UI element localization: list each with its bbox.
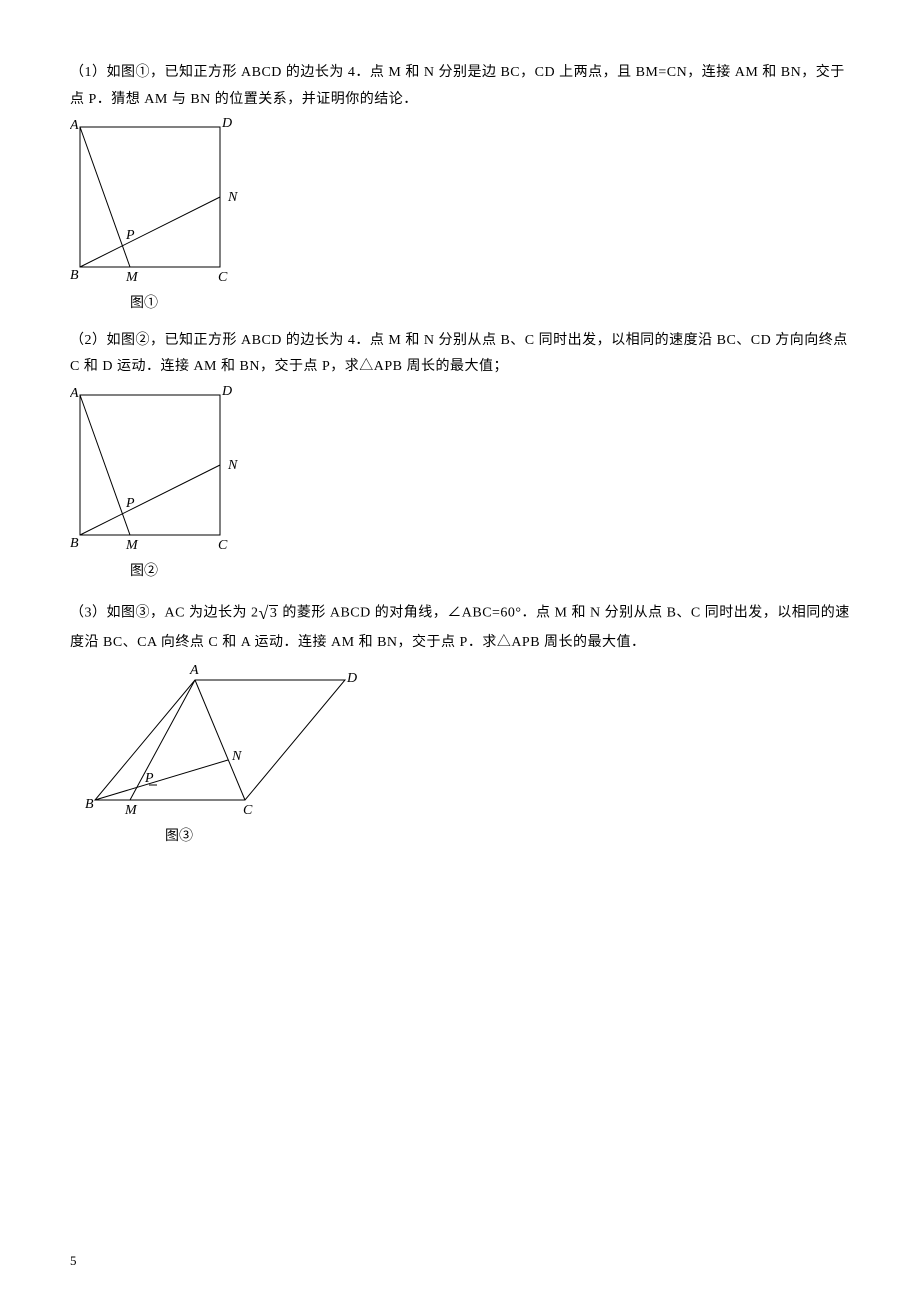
fig3-label-b: B: [85, 797, 94, 812]
fig1-label-m: M: [125, 270, 139, 285]
fig3-label-p: P: [144, 771, 154, 786]
fig3-label-c: C: [243, 803, 253, 818]
figure-1-caption: 图①: [70, 291, 850, 318]
fig2-label-c: C: [218, 538, 228, 553]
fig2-label-n: N: [227, 458, 238, 473]
q1-text: （1）如图①，已知正方形 ABCD 的边长为 4．点 M 和 N 分别是边 BC…: [70, 60, 850, 113]
figure-3: A D B C M N P: [85, 660, 850, 820]
figure-2-caption: 图②: [70, 559, 850, 586]
figure-3-caption: 图③: [70, 824, 850, 851]
fig3-label-d: D: [346, 671, 357, 686]
fig3-label-a: A: [189, 663, 199, 678]
q3-text: （3）如图③，AC 为边长为 2√3 的菱形 ABCD 的对角线，∠ABC=60…: [70, 596, 850, 657]
fig1-label-n: N: [227, 190, 238, 205]
fig2-label-a: A: [70, 386, 79, 401]
fig2-label-b: B: [70, 536, 79, 551]
sqrt-expression: √3: [258, 596, 278, 630]
fig2-label-p: P: [125, 496, 135, 511]
figure-1: A D B C N M P: [70, 117, 850, 287]
fig1-label-p: P: [125, 228, 135, 243]
fig3-label-n: N: [231, 749, 242, 764]
fig1-label-b: B: [70, 268, 79, 283]
figure-2: A D B C N M P: [70, 385, 850, 555]
q2-text: （2）如图②，已知正方形 ABCD 的边长为 4．点 M 和 N 分别从点 B、…: [70, 328, 850, 381]
fig1-label-d: D: [221, 117, 232, 131]
fig2-label-d: D: [221, 385, 232, 399]
q3-text-before: （3）如图③，AC 为边长为 2: [70, 605, 258, 620]
fig2-label-m: M: [125, 538, 139, 553]
fig3-label-m: M: [124, 803, 138, 818]
fig1-label-a: A: [70, 118, 79, 133]
fig1-label-c: C: [218, 270, 228, 285]
sqrt-value: 3: [269, 605, 279, 621]
page-number: 5: [70, 1249, 77, 1274]
